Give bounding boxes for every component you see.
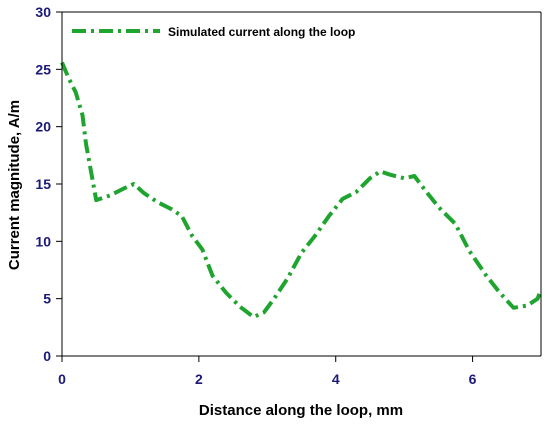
- series-line: [60, 61, 543, 319]
- x-axis-title: Distance along the loop, mm: [199, 402, 403, 419]
- y-tick-label: 25: [35, 61, 51, 77]
- x-tick-label: 2: [195, 371, 203, 387]
- x-tick-label: 6: [469, 371, 477, 387]
- y-tick-label: 10: [35, 233, 51, 249]
- y-tick-label: 30: [35, 4, 51, 20]
- x-ticks: 0 2 4 6: [58, 356, 477, 387]
- legend-label: Simulated current along the loop: [168, 25, 355, 39]
- x-tick-label: 4: [332, 371, 340, 387]
- x-tick-label: 0: [58, 371, 66, 387]
- legend: Simulated current along the loop: [72, 25, 355, 39]
- y-tick-label: 15: [35, 176, 51, 192]
- y-tick-label: 20: [35, 119, 51, 135]
- y-ticks: 0 5 10 15 20 25 30: [35, 4, 62, 364]
- series-layer: [60, 61, 543, 319]
- y-tick-label: 0: [43, 348, 51, 364]
- y-axis-title: Current magnitude, A/m: [6, 100, 23, 270]
- y-tick-label: 5: [43, 291, 51, 307]
